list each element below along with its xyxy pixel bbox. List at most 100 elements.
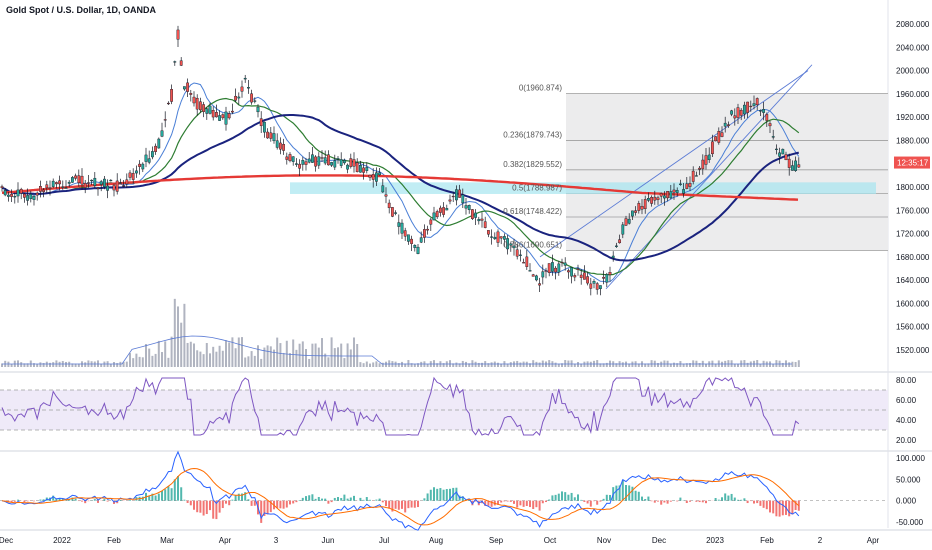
candle-body (455, 189, 458, 201)
candle-body (413, 244, 417, 248)
candle-body (410, 238, 413, 244)
candle-body (650, 197, 654, 204)
macd-histogram-bar (743, 498, 746, 501)
volume-bar (164, 341, 167, 367)
volume-bar (417, 363, 419, 367)
candle-body (384, 194, 388, 197)
candle-body (134, 170, 138, 174)
macd-histogram-bar (733, 497, 736, 501)
macd-histogram-bar (93, 499, 96, 501)
volume-bar (244, 357, 247, 367)
candle-body (707, 154, 711, 160)
macd-histogram-bar (756, 500, 759, 504)
candle-body (253, 100, 257, 102)
candle-body (55, 182, 58, 185)
macd-histogram-bar (71, 497, 74, 501)
candle-body (675, 190, 679, 193)
macd-histogram-bar (263, 500, 266, 516)
price-tick-label: 1880.000 (896, 136, 930, 145)
candle-body (208, 105, 212, 114)
candle-body (743, 104, 746, 115)
volume-bar (794, 361, 797, 367)
candle-body (26, 195, 29, 201)
macd-histogram-bar (769, 500, 771, 513)
fib-level-label: 0.236(1879.743) (503, 131, 562, 140)
volume-bar (39, 362, 42, 367)
volume-bar (289, 353, 291, 367)
macd-histogram-bar (423, 498, 426, 501)
macd-histogram-bar (701, 500, 704, 503)
candle-body (224, 111, 228, 125)
macd-histogram-bar (573, 497, 576, 501)
volume-bar (10, 363, 13, 367)
macd-histogram-bar (330, 500, 333, 503)
volume-bar (333, 348, 336, 367)
candle-body (394, 212, 397, 214)
macd-histogram-bar (116, 500, 119, 504)
candle-body (573, 275, 577, 278)
macd-histogram-bar (545, 500, 547, 503)
time-tick-label: Dec (652, 536, 666, 545)
candle-body (688, 183, 692, 187)
macd-histogram-bar (97, 500, 99, 503)
candle-body (99, 181, 103, 185)
macd-histogram-bar (202, 500, 205, 516)
candle-body (477, 219, 481, 222)
macd-histogram-bar (394, 500, 397, 509)
candle-body (640, 206, 644, 210)
macd-histogram-bar (231, 499, 234, 501)
macd-histogram-bar (663, 500, 666, 503)
candle-body (122, 185, 126, 187)
volume-ma-line (2, 335, 792, 365)
volume-bar (145, 344, 147, 367)
volume-bar (698, 363, 701, 367)
macd-histogram-bar (164, 489, 167, 501)
candle-body (291, 156, 295, 162)
macd-histogram-bar (74, 498, 77, 501)
macd-histogram-bar (413, 500, 416, 508)
volume-bar (189, 341, 192, 367)
fib-zone (566, 217, 888, 251)
price-tick-label: 1600.000 (896, 299, 930, 308)
candle-body (685, 183, 689, 189)
candle-body (503, 236, 506, 240)
candle-body (551, 262, 554, 272)
candle-body (787, 158, 791, 168)
candle-body (371, 174, 375, 180)
macd-histogram-bar (765, 500, 768, 510)
macd-histogram-bar (625, 485, 627, 501)
candle-body (509, 243, 513, 246)
macd-histogram-bar (644, 499, 647, 501)
volume-bar (497, 362, 499, 367)
volume-bar (365, 361, 368, 367)
candle-body (144, 154, 148, 162)
macd-histogram-bar (596, 500, 599, 505)
candle-body (6, 194, 10, 197)
candle-body (246, 87, 250, 89)
volume-bar (356, 344, 359, 367)
volume-bar (340, 343, 343, 367)
candle-body (221, 114, 225, 119)
candle-body (730, 110, 734, 115)
candle-body (682, 189, 686, 194)
candle-body (499, 236, 503, 239)
macd-histogram-bar (532, 500, 535, 510)
volume-bar (538, 362, 541, 367)
volume-bar (682, 363, 685, 367)
time-tick-label: 2022 (53, 536, 71, 545)
candle-body (259, 118, 263, 127)
candle-body (288, 154, 292, 162)
macd-histogram-bar (433, 487, 435, 501)
volume-bar (253, 355, 256, 367)
candle-body (64, 187, 68, 189)
candle-body (723, 122, 727, 127)
volume-bar (602, 363, 605, 367)
candle-body (10, 194, 13, 197)
volume-bar (292, 339, 295, 367)
candle-body (330, 162, 333, 166)
macd-histogram-bar (349, 497, 352, 501)
macd-histogram-bar (193, 500, 195, 510)
volume-bar (276, 337, 279, 367)
macd-histogram-bar (385, 500, 387, 507)
